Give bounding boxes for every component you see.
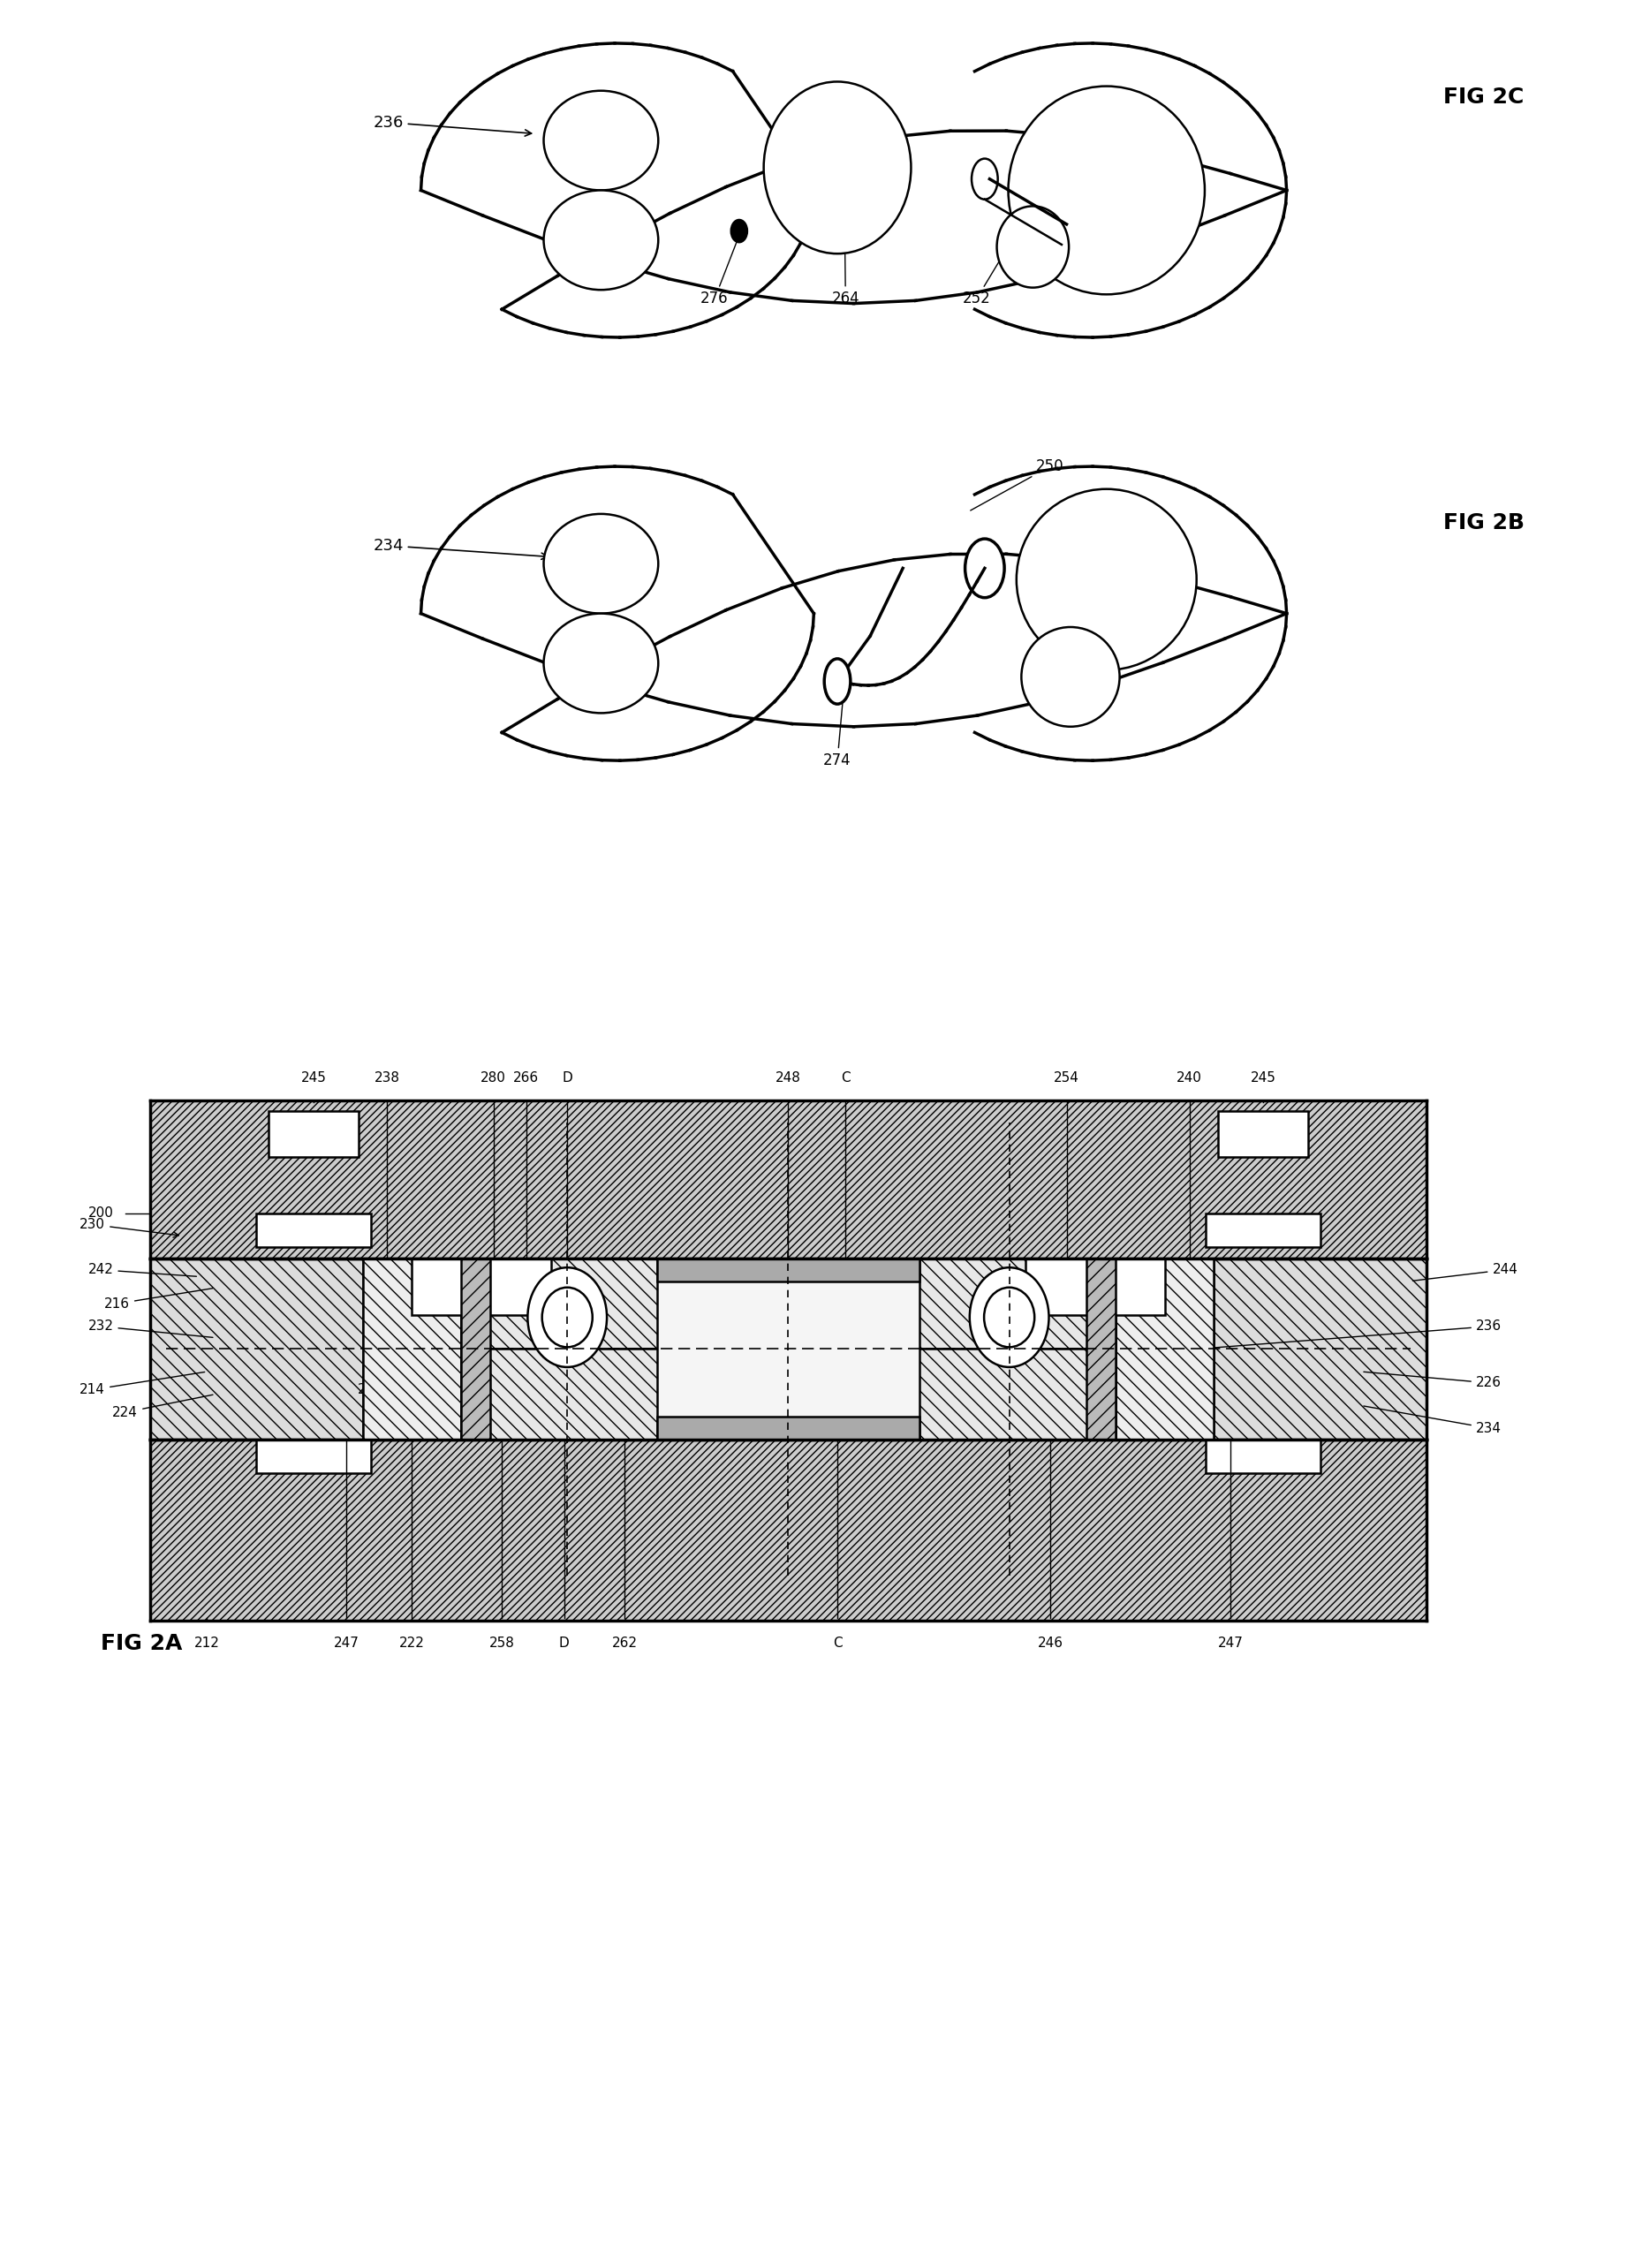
Ellipse shape [764, 82, 911, 254]
Text: 232: 232 [89, 1320, 213, 1338]
Text: 240: 240 [1177, 1070, 1202, 1084]
Bar [657, 1418, 920, 1440]
Text: FIG 2A: FIG 2A [100, 1633, 182, 1653]
Ellipse shape [970, 1268, 1049, 1368]
Bar [363, 1259, 461, 1440]
Text: 278: 278 [465, 1284, 565, 1318]
Text: FIG 2C: FIG 2C [1443, 86, 1524, 109]
Bar [1205, 1213, 1320, 1247]
Text: 274: 274 [823, 674, 851, 769]
Bar [149, 1259, 363, 1440]
Text: 224: 224 [113, 1395, 213, 1420]
Text: 245: 245 [1250, 1070, 1276, 1084]
Text: FIG 2B: FIG 2B [1443, 513, 1524, 533]
Ellipse shape [984, 1288, 1034, 1347]
Text: 246: 246 [1038, 1637, 1062, 1649]
Text: 228: 228 [645, 1363, 680, 1406]
Ellipse shape [965, 540, 1005, 599]
Bar [256, 1213, 371, 1247]
Text: 280: 280 [481, 1070, 506, 1084]
Text: 218: 218 [1166, 1352, 1210, 1397]
Text: 245: 245 [300, 1070, 327, 1084]
Text: D: D [562, 1070, 573, 1084]
Bar [461, 1259, 1115, 1349]
Ellipse shape [731, 220, 747, 243]
Ellipse shape [997, 206, 1069, 288]
Bar [269, 1111, 358, 1157]
Text: 244: 244 [1412, 1263, 1517, 1281]
Text: 234: 234 [1363, 1406, 1501, 1436]
Text: 266: 266 [514, 1070, 539, 1084]
Bar [256, 1440, 371, 1474]
Ellipse shape [1016, 490, 1197, 669]
Text: 236: 236 [1200, 1320, 1501, 1349]
Text: D: D [558, 1637, 570, 1649]
Text: 264: 264 [831, 166, 859, 306]
Text: 214: 214 [80, 1372, 205, 1397]
Text: 247: 247 [333, 1637, 360, 1649]
Bar [1205, 1440, 1320, 1474]
Ellipse shape [824, 658, 851, 703]
Ellipse shape [1008, 86, 1205, 295]
Text: 250: 250 [970, 458, 1064, 510]
Ellipse shape [527, 1268, 608, 1368]
Text: 262: 262 [612, 1637, 637, 1649]
Text: 234: 234 [373, 538, 548, 560]
Ellipse shape [1021, 626, 1120, 726]
Bar [149, 1100, 1427, 1259]
Ellipse shape [544, 91, 658, 191]
Text: 238: 238 [374, 1070, 401, 1084]
Bar [657, 1259, 920, 1281]
Text: 248: 248 [775, 1070, 801, 1084]
Text: 258: 258 [489, 1637, 514, 1649]
Text: 200: 200 [89, 1207, 113, 1220]
Bar [461, 1259, 491, 1440]
Text: C: C [841, 1070, 851, 1084]
Text: 230: 230 [80, 1218, 179, 1238]
Ellipse shape [544, 191, 658, 290]
Bar [149, 1440, 1427, 1622]
Text: 226: 226 [1365, 1372, 1501, 1390]
Bar [1026, 1259, 1164, 1315]
Text: 236: 236 [373, 113, 532, 136]
Ellipse shape [544, 515, 658, 612]
Bar [412, 1259, 550, 1315]
Text: 256: 256 [1011, 1284, 1112, 1318]
Bar [1213, 1259, 1427, 1440]
Text: 220: 220 [358, 1352, 410, 1397]
Text: 254: 254 [1054, 1070, 1079, 1084]
Bar [1115, 1259, 1213, 1440]
Bar [1087, 1259, 1115, 1440]
Ellipse shape [542, 1288, 593, 1347]
Bar [461, 1349, 1115, 1440]
Text: 247: 247 [1217, 1637, 1243, 1649]
Text: 242: 242 [89, 1263, 197, 1277]
Text: C: C [832, 1637, 842, 1649]
Bar [1218, 1111, 1309, 1157]
Ellipse shape [544, 612, 658, 712]
Text: 212: 212 [194, 1637, 220, 1649]
Text: 216: 216 [103, 1288, 213, 1311]
Bar [657, 1259, 920, 1440]
Text: 222: 222 [399, 1637, 425, 1649]
Text: 276: 276 [701, 238, 739, 306]
Text: 260: 260 [660, 1374, 690, 1424]
Ellipse shape [972, 159, 998, 200]
Text: 252: 252 [962, 220, 1025, 306]
